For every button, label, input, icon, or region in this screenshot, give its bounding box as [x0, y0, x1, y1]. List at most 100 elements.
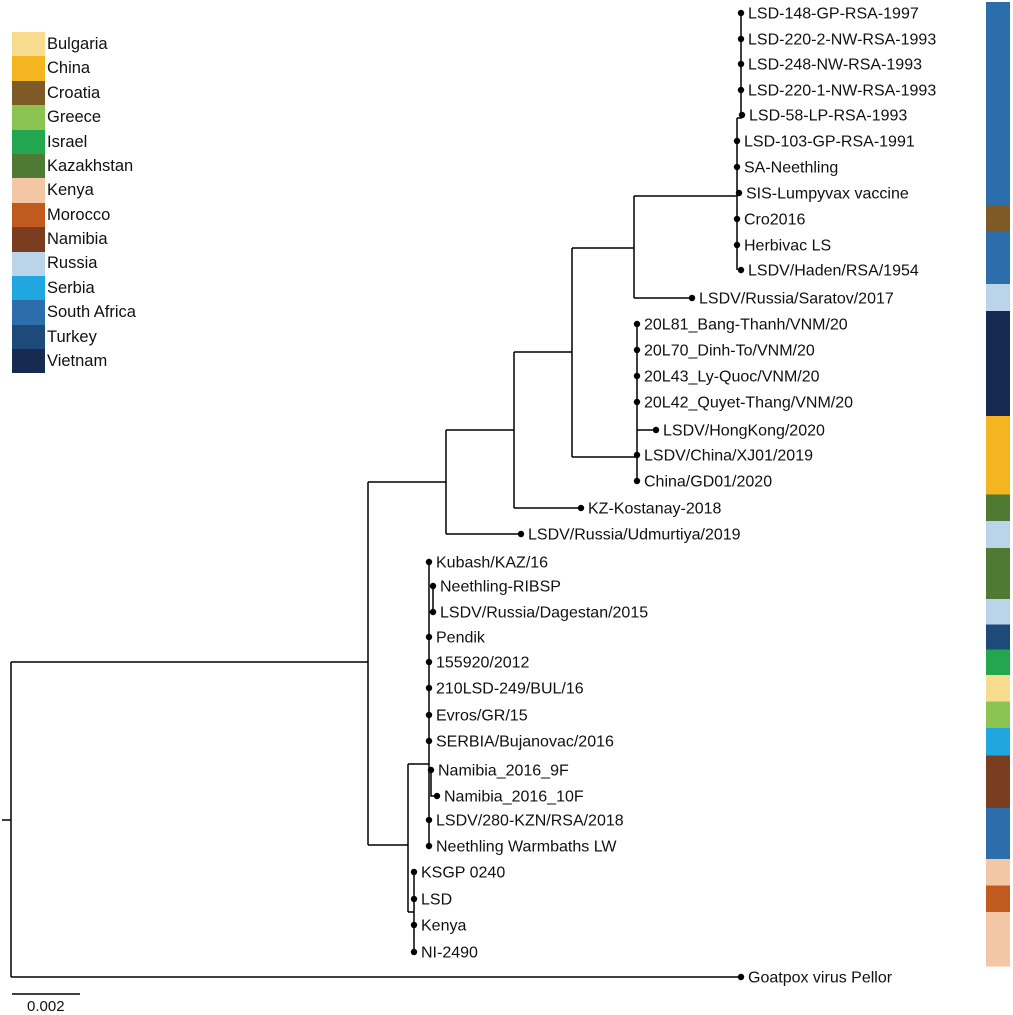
tip-marker — [738, 111, 746, 119]
strip-segment — [986, 26, 1010, 53]
strip-segment — [986, 675, 1010, 703]
legend-item: Vietnam — [12, 349, 136, 374]
legend-swatch — [12, 349, 45, 374]
tip-marker — [425, 684, 433, 692]
legend-item: Greece — [12, 105, 136, 130]
legend-item: Russia — [12, 251, 136, 276]
strip-segment — [986, 521, 1010, 549]
tip-marker — [425, 711, 433, 719]
tip-marker — [737, 60, 745, 68]
strip-segment — [986, 574, 1010, 600]
tip-marker — [433, 792, 441, 800]
tip-marker — [733, 163, 741, 171]
strip-segment — [986, 548, 1010, 575]
leaf-label-highlighted: LSDV/China/XJ01/2019 — [644, 448, 813, 465]
legend-item: Kenya — [12, 178, 136, 203]
strip-segment — [986, 494, 1010, 522]
legend-swatch — [12, 105, 45, 130]
leaf-label: KZ-Kostanay-2018 — [588, 501, 722, 518]
leaf-label: LSDV/280-KZN/RSA/2018 — [436, 813, 624, 830]
legend-label: Turkey — [47, 327, 97, 346]
leaf-label: Namibia_2016_10F — [444, 789, 584, 806]
country-color-strip — [986, 2, 1010, 967]
strip-segment — [986, 284, 1010, 312]
strip-segment — [986, 337, 1010, 364]
legend-item: Namibia — [12, 227, 136, 252]
strip-segment — [986, 912, 1010, 940]
legend-swatch — [12, 251, 45, 276]
strip-segment — [986, 311, 1010, 338]
leaf-label: Kenya — [421, 918, 466, 935]
legend-label: Greece — [47, 108, 102, 127]
tip-marker — [427, 766, 435, 774]
legend-label: South Africa — [47, 303, 136, 322]
leaf-label: Pendik — [436, 630, 486, 647]
leaf-label: LSDV/HongKong/2020 — [663, 423, 825, 440]
tip-marker — [425, 633, 433, 641]
tip-marker — [425, 658, 433, 666]
strip-segment — [986, 442, 1010, 469]
leaf-label: NI-2490 — [421, 945, 478, 962]
leaf-label: LSD-220-2-NW-RSA-1993 — [748, 32, 936, 49]
tip-marker — [633, 372, 641, 380]
tip-marker — [737, 35, 745, 43]
tip-marker — [633, 398, 641, 406]
leaf-label: LSD-248-NW-RSA-1993 — [748, 57, 922, 74]
leaf-label: Neethling-RIBSP — [440, 579, 561, 596]
strip-segment — [986, 624, 1010, 651]
tip-marker — [737, 266, 745, 274]
leaf-label: LSDV/Russia/Dagestan/2015 — [440, 605, 648, 622]
leaf-label: LSDV/Haden/RSA/1954 — [748, 263, 919, 280]
tree-branches — [2, 13, 742, 978]
tip-marker — [733, 215, 741, 223]
leaf-label: SERBIA/Bujanovac/2016 — [436, 734, 614, 751]
scale-bar-label: 0.002 — [27, 998, 65, 1015]
strip-segment — [986, 128, 1010, 155]
legend-label: Bulgaria — [47, 34, 108, 53]
leaf-label: Herbivac LS — [744, 238, 831, 255]
strip-segment — [986, 232, 1010, 259]
tip-marker — [410, 895, 418, 903]
leaf-label: LSD-148-GP-RSA-1997 — [748, 6, 919, 23]
strip-segment — [986, 885, 1010, 913]
legend-item: South Africa — [12, 300, 136, 325]
tip-marker — [577, 504, 585, 512]
tip-marker — [737, 9, 745, 17]
legend-swatch — [12, 129, 45, 154]
legend-swatch — [12, 32, 45, 57]
strip-segment — [986, 51, 1010, 78]
strip-segment — [986, 728, 1010, 757]
tip-marker — [425, 842, 433, 850]
tip-marker — [733, 137, 741, 145]
tip-marker — [429, 608, 437, 616]
legend-label: Vietnam — [47, 352, 108, 371]
strip-segment — [986, 389, 1010, 417]
strip-segment — [986, 783, 1010, 809]
strip-segment — [986, 2, 1010, 27]
leaf-label: Neethling Warmbaths LW — [436, 839, 617, 856]
legend-label: Serbia — [47, 278, 95, 297]
legend-label: Kazakhstan — [47, 156, 134, 175]
tip-marker — [633, 320, 641, 328]
leaf-label: Namibia_2016_9F — [438, 763, 569, 780]
leaf-label: LSD-103-GP-RSA-1991 — [744, 134, 915, 151]
legend-item: Serbia — [12, 275, 136, 301]
tip-marker — [633, 346, 641, 354]
strip-segment — [986, 649, 1010, 676]
leaf-label: 20L42_Quyet-Thang/VNM/20 — [644, 395, 853, 412]
tip-marker — [425, 558, 433, 566]
legend-swatch — [12, 275, 45, 301]
strip-segment — [986, 833, 1010, 860]
tip-marker — [410, 948, 418, 956]
legend-swatch — [12, 202, 45, 228]
strip-segment — [986, 154, 1010, 181]
legend-item: Morocco — [12, 202, 136, 228]
tip-marker — [737, 973, 745, 981]
legend-swatch — [12, 56, 45, 81]
leaf-label: LSD-220-1-NW-RSA-1993 — [748, 83, 936, 100]
tip-marker — [733, 241, 741, 249]
node-namibia — [430, 770, 437, 797]
legend-label: Kenya — [47, 181, 94, 200]
legend-swatch — [12, 300, 45, 325]
